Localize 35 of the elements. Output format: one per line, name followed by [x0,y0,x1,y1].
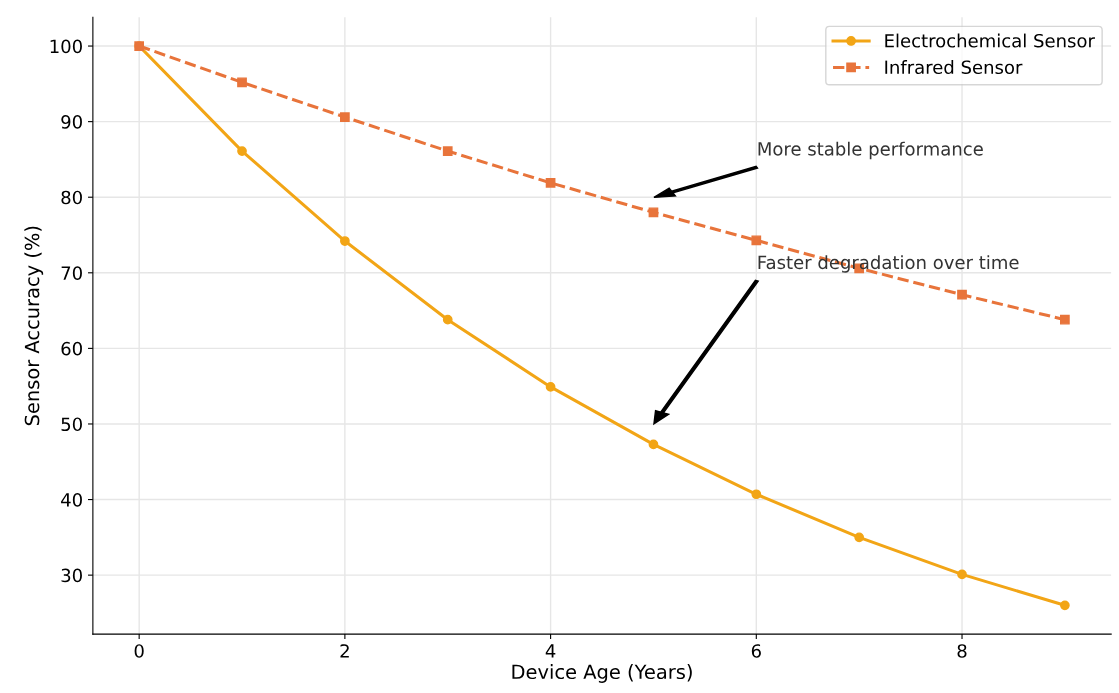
point [545,382,556,392]
y-tick-label: 90 [61,115,82,129]
y-tick-label: 60 [61,341,82,356]
point [237,146,247,156]
legend-label: Electrochemical Sensor [885,33,1095,48]
point [1060,600,1070,611]
y-tick-label: 80 [61,190,82,205]
point [648,207,659,218]
x-axis-title: Device Age (Years) [512,664,692,683]
y-tick-label: 100 [50,39,82,54]
point [751,489,762,500]
x-tick-label: 2 [340,644,349,658]
y-tick-label: 50 [61,417,82,432]
x-tick-label: 8 [957,644,967,658]
point [957,289,967,300]
point [237,77,247,88]
point [340,236,350,246]
point [442,146,453,156]
y-tick-label: 30 [61,568,82,583]
x-tick-label: 4 [545,644,556,658]
y-tick-label: 40 [61,493,82,507]
point [340,112,350,122]
point [648,439,659,450]
y-tick-label: 70 [61,266,82,280]
point [442,314,453,325]
point [751,235,762,246]
legend-label: Infrared Sensor [885,60,1023,75]
y-axis-title: Sensor Accuracy (%) [24,226,44,426]
annotation: More stable performance [758,141,983,160]
point [957,569,967,580]
point [854,532,865,543]
x-tick-label: 0 [134,644,144,658]
point [545,177,556,188]
point [1060,314,1070,325]
x-tick-label: 6 [751,644,761,658]
